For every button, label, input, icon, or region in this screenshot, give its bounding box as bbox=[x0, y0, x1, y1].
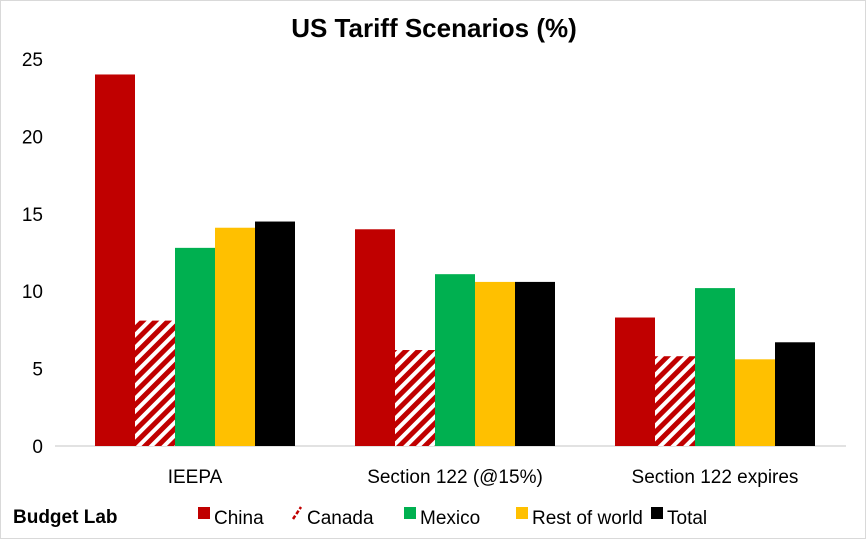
legend-label: Total bbox=[667, 508, 707, 529]
legend-label: Mexico bbox=[420, 508, 480, 529]
legend-swatch bbox=[516, 507, 528, 519]
legend-label: Rest of world bbox=[532, 508, 643, 529]
y-tick-label: 5 bbox=[32, 360, 43, 381]
y-tick-label: 0 bbox=[32, 437, 43, 458]
legend-swatch bbox=[198, 507, 210, 519]
y-tick-label: 20 bbox=[22, 127, 43, 148]
legend-label: China bbox=[214, 508, 264, 529]
x-tick-label: Section 122 expires bbox=[632, 467, 799, 488]
y-tick-label: 15 bbox=[22, 205, 43, 226]
bar-china bbox=[615, 317, 655, 446]
x-tick-label: IEEPA bbox=[168, 467, 223, 488]
bar-canada bbox=[655, 356, 695, 446]
brand-label: Budget Lab bbox=[13, 507, 118, 528]
bar-total bbox=[515, 281, 555, 446]
bar-mexico bbox=[435, 274, 475, 446]
bar-total bbox=[775, 342, 815, 446]
x-tick-label: Section 122 (@15%) bbox=[367, 467, 543, 488]
legend-swatch bbox=[404, 507, 416, 519]
bar-rest-of-world bbox=[735, 359, 775, 446]
bar-rest-of-world bbox=[215, 227, 255, 446]
bar-canada bbox=[135, 320, 175, 446]
bar-china bbox=[355, 229, 395, 446]
bar-china bbox=[95, 74, 135, 446]
chart-title: US Tariff Scenarios (%) bbox=[291, 13, 577, 43]
bar-canada bbox=[395, 350, 435, 446]
legend-label: Canada bbox=[307, 508, 374, 529]
y-tick-label: 10 bbox=[22, 282, 43, 303]
bar-rest-of-world bbox=[475, 281, 515, 446]
legend-swatch bbox=[291, 506, 303, 520]
bar-mexico bbox=[695, 288, 735, 446]
legend-swatch bbox=[651, 507, 663, 519]
bar-mexico bbox=[175, 247, 215, 446]
y-tick-label: 25 bbox=[22, 50, 43, 71]
bar-total bbox=[255, 221, 295, 446]
